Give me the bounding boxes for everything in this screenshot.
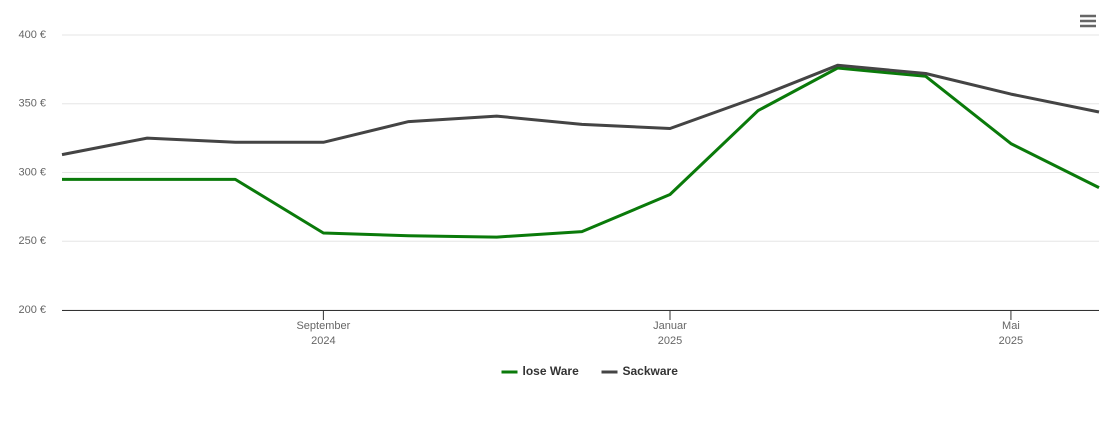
x-tick-label: September	[296, 320, 350, 332]
x-tick-year: 2025	[999, 335, 1023, 347]
legend-label: lose Ware	[523, 364, 580, 378]
x-tick-label: Januar	[653, 320, 687, 332]
menu-icon[interactable]	[1080, 14, 1096, 28]
x-tick-year: 2024	[311, 335, 335, 347]
y-tick-label: 300 €	[18, 166, 46, 178]
y-tick-label: 250 €	[18, 235, 46, 247]
y-tick-label: 400 €	[18, 29, 46, 41]
legend-label: Sackware	[623, 364, 679, 378]
x-tick-label: Mai	[1002, 320, 1020, 332]
series-line	[61, 63, 1100, 157]
x-tick-year: 2025	[658, 335, 682, 347]
menu-button[interactable]	[1076, 10, 1100, 32]
series-line	[62, 66, 1100, 239]
y-tick-label: 350 €	[18, 98, 46, 110]
y-tick-label: 200 €	[18, 304, 46, 316]
